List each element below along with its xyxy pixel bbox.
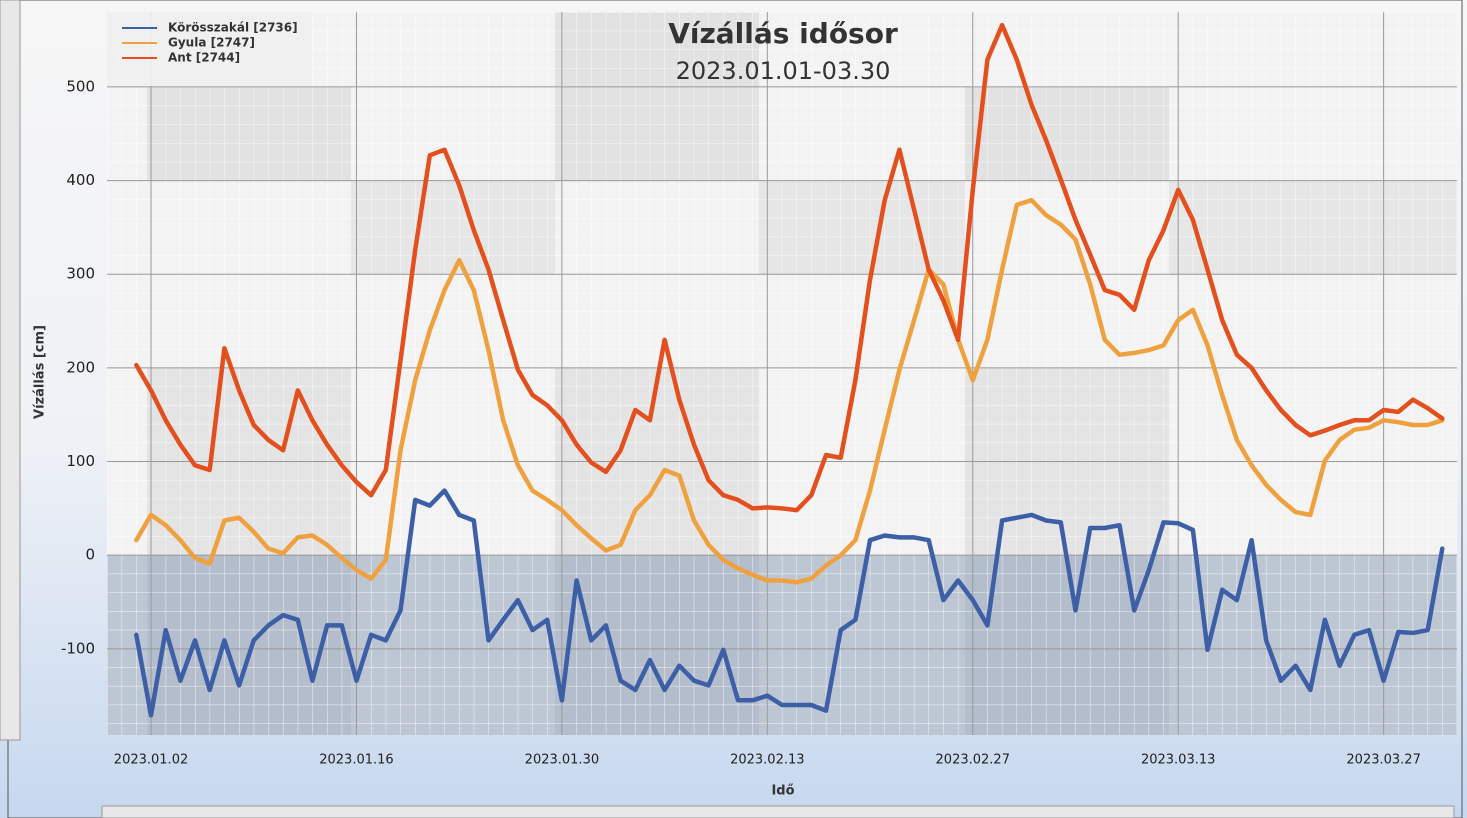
series-line (134, 22, 1445, 513)
y-tick-label: 500 (66, 77, 95, 95)
y-tick-label: 100 (66, 452, 95, 470)
minor-grid (107, 12, 1457, 735)
x-tick-label: 2023.03.27 (1346, 753, 1420, 768)
y-tick-label: 400 (66, 171, 95, 189)
legend: Körösszakál [2736]Gyula [2747]Ant [2744] (107, 12, 312, 86)
legend-label: Körösszakál [2736] (168, 21, 298, 35)
plot-background (107, 12, 1457, 735)
series-line (134, 488, 1445, 718)
legend-box (107, 12, 312, 86)
scrollbar-h[interactable] (101, 805, 1455, 818)
x-tick-label: 2023.03.13 (1141, 753, 1215, 768)
x-tick-label: 2023.02.27 (936, 753, 1010, 768)
x-tick-label: 2023.02.13 (730, 753, 804, 768)
series-line (134, 197, 1445, 585)
lines (134, 22, 1445, 718)
legend-label: Ant [2744] (168, 51, 240, 65)
chart-title: Vízállás idősor (668, 17, 898, 50)
x-tick-label: 2023.01.16 (319, 753, 393, 768)
x-tick-label: 2023.01.30 (525, 753, 599, 768)
x-axis-label: Idő (771, 784, 794, 799)
y-tick-label: -100 (61, 639, 95, 657)
y-tick-label: 0 (85, 546, 95, 564)
y-tick-label: 200 (66, 358, 95, 376)
y-axis-label: Vízállás [cm] (33, 325, 48, 419)
scrollbar-v[interactable] (0, 0, 21, 741)
chart-subtitle: 2023.01.01-03.30 (676, 57, 891, 85)
legend-label: Gyula [2747] (168, 36, 255, 50)
x-tick-label: 2023.01.02 (114, 753, 188, 768)
y-tick-label: 300 (66, 265, 95, 283)
